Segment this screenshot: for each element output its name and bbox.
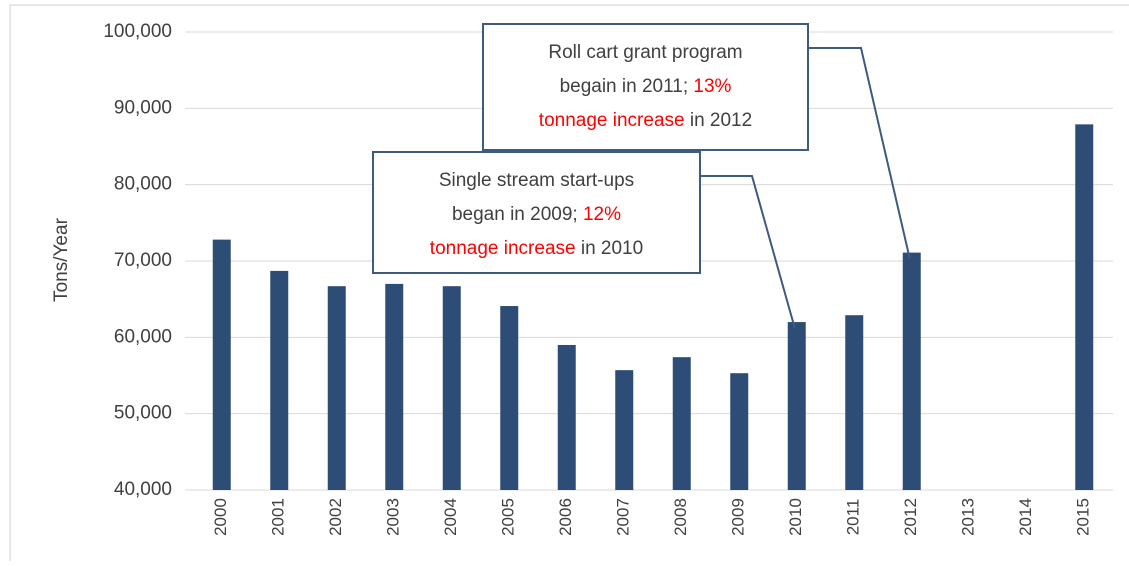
annotation-part: began in 2009; (452, 204, 583, 225)
y-tick-label: 70,000 (114, 250, 172, 271)
x-tick-label: 2002 (326, 498, 345, 536)
annotation-text: Roll cart grant program (548, 42, 742, 63)
annotation-part: 12% (583, 204, 621, 225)
y-tick-label: 40,000 (114, 479, 172, 500)
x-tick-label: 2001 (269, 498, 288, 536)
x-tick-label: 2005 (499, 498, 518, 536)
x-tick-label: 2015 (1074, 498, 1093, 536)
x-tick-label: 2000 (211, 498, 230, 536)
annotation-text: Single stream start-ups (439, 170, 634, 191)
x-tick-label: 2008 (671, 498, 690, 536)
x-tick-label: 2003 (384, 498, 403, 536)
annotation-part: in 2010 (576, 238, 644, 259)
bar (672, 357, 691, 490)
annotation-text: began in 2009; 12% (452, 204, 621, 225)
annotation-box (482, 23, 809, 151)
annotation-part: tonnage increase (430, 238, 576, 259)
annotation-box (372, 151, 701, 274)
x-tick-label: 2009 (729, 498, 748, 536)
bar (557, 344, 576, 490)
bar (442, 286, 461, 490)
annotation-part: in 2012 (685, 110, 753, 131)
annotation-connector (808, 47, 911, 259)
x-tick-label: 2011 (844, 499, 863, 536)
annotation-text: tonnage increase in 2012 (539, 110, 752, 131)
annotation-text: tonnage increase in 2010 (430, 238, 643, 259)
frame (9, 4, 1129, 561)
y-tick-label: 80,000 (114, 174, 172, 195)
x-tick-label: 2006 (556, 498, 575, 536)
x-tick-label: 2012 (901, 498, 920, 536)
bar (615, 370, 634, 490)
y-tick-label: 50,000 (114, 403, 172, 424)
bar (327, 286, 346, 490)
bar (845, 315, 864, 490)
annotation-part: Roll cart grant program (548, 42, 742, 63)
bar (902, 252, 921, 490)
bar (787, 322, 806, 490)
y-tick-label: 60,000 (114, 326, 172, 347)
annotation-connector (700, 175, 796, 329)
bar (1075, 124, 1094, 490)
x-tick-label: 2014 (1016, 498, 1035, 536)
annotation-part: tonnage increase (539, 110, 685, 131)
x-tick-label: 2010 (786, 498, 805, 536)
y-axis-label: Tons/Year (51, 217, 72, 301)
y-tick-label: 90,000 (114, 97, 172, 118)
bar (500, 306, 519, 490)
bar (730, 373, 749, 490)
x-tick-label: 2004 (441, 498, 460, 536)
bar (212, 239, 231, 490)
annotation-part: 13% (693, 76, 731, 97)
x-tick-label: 2007 (614, 498, 633, 536)
annotation-part: begain in 2011; (560, 76, 694, 97)
bar (270, 270, 289, 490)
x-tick-label: 2013 (959, 498, 978, 536)
y-tick-label: 100,000 (103, 21, 172, 42)
bar (385, 283, 404, 490)
annotation-text: begain in 2011; 13% (560, 76, 732, 97)
annotation-part: Single stream start-ups (439, 170, 634, 191)
